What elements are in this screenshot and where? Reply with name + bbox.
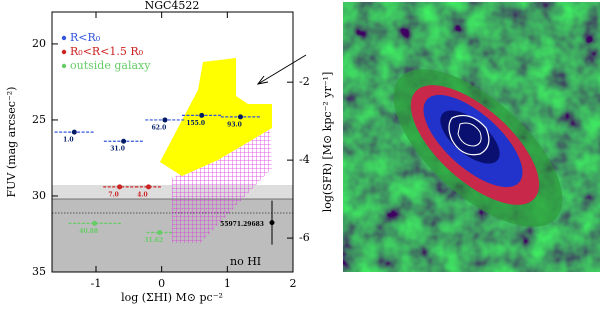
point-label: 93.0 [227,121,242,128]
arrow [257,54,307,85]
point [117,184,123,190]
point-label: 4.0 [137,191,147,198]
legend-marker [61,35,67,41]
y2-tick-label: -6 [299,231,310,244]
x-tick-label: 2 [290,277,297,290]
point [199,112,205,118]
point-label: 31.0 [110,146,125,153]
legend-marker [61,49,67,55]
point [157,229,163,235]
point [121,138,127,144]
y-tick-label: 25 [32,113,46,126]
model-region [172,128,272,243]
point-label: 40.88 [79,228,98,235]
y-tick-label: 30 [32,189,46,202]
plot-frame [51,11,294,273]
legend-label: R₀<R<1.5 R₀ [70,45,144,58]
model-region [160,58,272,176]
annotation: no HI [230,255,261,268]
chart-title: NGC4522 [145,0,200,12]
point [237,114,243,120]
contour [448,115,490,156]
x-axis-label: log (ΣHI) M⊙ pc⁻² [121,291,223,304]
y-axis-label: FUV (mag arcsec⁻²) [5,87,18,198]
contour [457,122,482,147]
point [146,184,152,190]
y2-axis-label: log(SFR) [M⊙ kpc⁻² yr⁻¹] [321,72,334,213]
point [269,220,275,226]
point [162,117,168,123]
legend-label: R<R₀ [70,31,101,44]
galaxy-image [343,2,600,272]
point-label: 55971.29683 [220,221,264,228]
point [71,129,77,135]
point-label: 31.62 [144,237,163,244]
x-tick-label: -1 [91,277,102,290]
y2-tick-label: -2 [299,75,310,88]
point-label: 62.0 [152,124,167,131]
arrow-head [256,75,269,85]
point-label: 7.0 [108,191,118,198]
y-tick-label: 35 [32,265,46,278]
legend-label: outside galaxy [70,59,151,72]
x-tick-label: 1 [224,277,231,290]
x-tick-label: 0 [158,277,165,290]
point-label: 155.0 [186,120,205,127]
y2-tick-label: -4 [299,153,310,166]
point-label: 1.0 [63,137,73,144]
point [92,220,98,226]
legend-marker [61,63,67,69]
y-tick-label: 20 [32,37,46,50]
